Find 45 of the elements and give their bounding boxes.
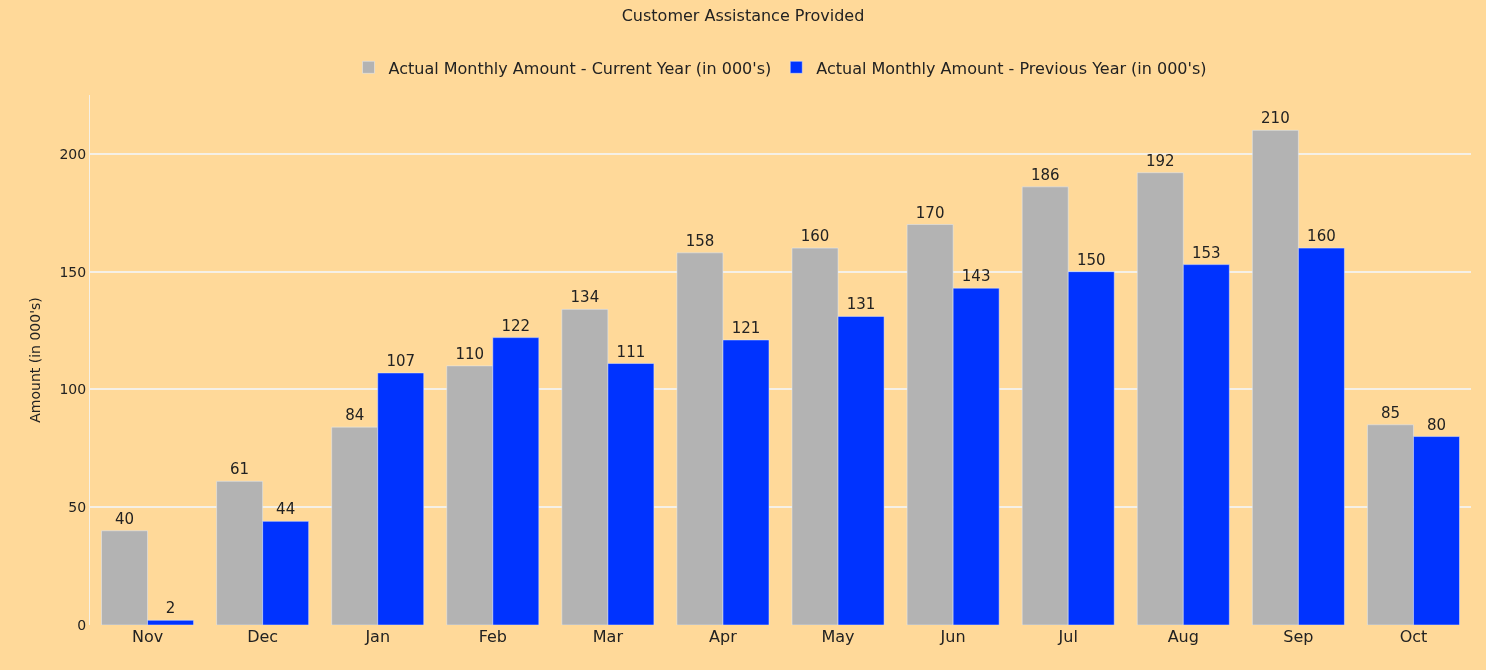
x-tick-label: Dec	[247, 627, 279, 646]
data-label: 134	[570, 288, 600, 307]
data-label: 107	[386, 351, 416, 370]
data-label: 150	[1076, 250, 1106, 269]
data-label: 80	[1426, 415, 1447, 434]
x-tick-label: Jan	[364, 627, 391, 646]
data-label: 153	[1191, 243, 1221, 262]
data-label: 40	[114, 509, 135, 528]
chart-title: Customer Assistance Provided	[621, 6, 865, 26]
y-tick-label: 200	[59, 145, 87, 162]
data-label: 192	[1145, 151, 1175, 170]
x-tick-label: Aug	[1167, 627, 1199, 646]
x-tick-label: May	[821, 627, 855, 646]
y-tick-label: 0	[77, 616, 87, 633]
y-axis-title: Amount (in 000's)	[27, 297, 44, 423]
legend-label: Actual Monthly Amount - Current Year (in 000's)	[388, 58, 772, 78]
x-tick-label: Oct	[1399, 627, 1428, 646]
data-label: 143	[961, 267, 991, 286]
data-label: 210	[1261, 109, 1290, 128]
data-label: 122	[501, 316, 531, 335]
data-label: 2	[165, 599, 176, 618]
x-tick-label: Apr	[709, 627, 738, 646]
legend-label: Actual Monthly Amount - Previous Year (in 000's)	[816, 58, 1207, 78]
data-label: 84	[345, 406, 365, 425]
y-tick-label: 150	[59, 263, 87, 280]
data-label: 110	[455, 344, 485, 363]
x-tick-label: Mar	[592, 627, 624, 646]
data-label: 61	[230, 460, 250, 479]
data-label: 85	[1380, 403, 1400, 422]
x-tick-label: Feb	[478, 627, 507, 646]
x-tick-label: Jul	[1057, 627, 1078, 646]
x-tick-label: Jun	[939, 627, 966, 646]
y-tick-label: 50	[68, 499, 87, 516]
data-label: 160	[1307, 227, 1336, 246]
data-label: 131	[846, 295, 876, 314]
data-label: 160	[800, 227, 830, 246]
data-label: 170	[915, 203, 945, 222]
data-label: 158	[685, 231, 715, 250]
x-tick-label: Sep	[1283, 627, 1314, 646]
data-label: 121	[731, 318, 761, 337]
data-label: 186	[1030, 165, 1060, 184]
y-tick-label: 100	[59, 381, 87, 398]
x-tick-label: Nov	[131, 627, 164, 646]
data-label: 111	[616, 342, 646, 361]
data-label: 44	[276, 500, 296, 519]
